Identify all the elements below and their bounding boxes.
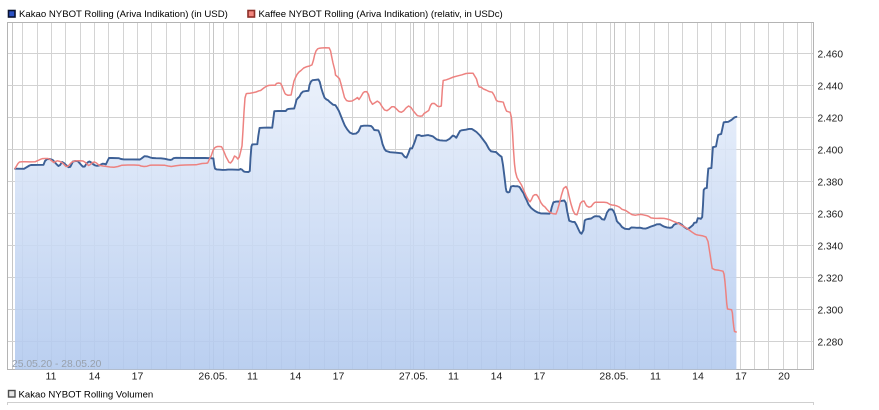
svg-text:14: 14	[290, 371, 302, 383]
svg-text:27.05.: 27.05.	[399, 371, 428, 383]
svg-text:25.05.20 - 28.05.20: 25.05.20 - 28.05.20	[12, 359, 102, 370]
svg-text:17: 17	[132, 371, 144, 383]
svg-text:2.300: 2.300	[818, 305, 844, 316]
svg-text:2.440: 2.440	[818, 81, 844, 92]
svg-text:17: 17	[333, 371, 345, 383]
svg-text:2.460: 2.460	[818, 49, 844, 60]
svg-text:11: 11	[650, 371, 661, 383]
svg-text:17: 17	[735, 371, 747, 383]
svg-text:14: 14	[491, 371, 503, 383]
svg-text:11: 11	[247, 371, 258, 383]
svg-text:14: 14	[89, 371, 101, 383]
svg-text:2.320: 2.320	[818, 273, 844, 284]
svg-text:Kakao NYBOT Rolling Volumen: Kakao NYBOT Rolling Volumen	[19, 390, 154, 401]
svg-text:11: 11	[448, 371, 459, 383]
svg-text:2.360: 2.360	[818, 209, 844, 220]
svg-text:26.05.: 26.05.	[198, 371, 227, 383]
svg-text:Kaffee NYBOT Rolling (Ariva In: Kaffee NYBOT Rolling (Ariva Indikation) …	[259, 9, 503, 20]
svg-text:2.340: 2.340	[818, 241, 844, 252]
svg-text:20: 20	[778, 371, 790, 383]
svg-text:2.420: 2.420	[818, 113, 844, 124]
svg-text:11: 11	[46, 371, 57, 383]
svg-text:17: 17	[534, 371, 546, 383]
svg-text:2.400: 2.400	[818, 145, 844, 156]
svg-text:28.05.: 28.05.	[599, 371, 628, 383]
svg-text:2.380: 2.380	[818, 177, 844, 188]
svg-text:Kakao NYBOT Rolling (Ariva Ind: Kakao NYBOT Rolling (Ariva Indikation) (…	[19, 9, 228, 20]
svg-text:14: 14	[692, 371, 704, 383]
svg-text:2.280: 2.280	[818, 337, 844, 348]
